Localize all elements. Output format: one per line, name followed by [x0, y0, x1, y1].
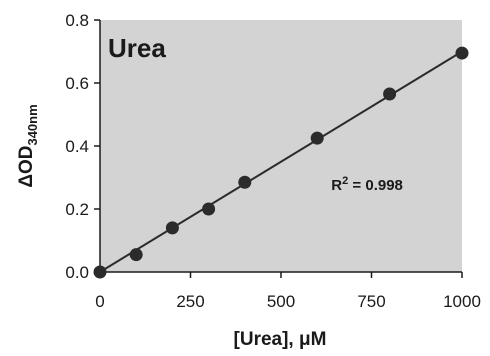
data-point — [129, 248, 143, 262]
y-tick-label: 0.2 — [65, 200, 89, 219]
chart-title: Urea — [108, 33, 166, 63]
data-point — [383, 87, 397, 101]
regression-line — [99, 50, 463, 273]
x-tick-label: 500 — [267, 292, 295, 311]
data-point — [310, 131, 324, 145]
data-point — [455, 46, 469, 60]
y-axis-title-main: ΔOD — [16, 146, 37, 188]
y-axis-title: ΔOD340nm — [16, 104, 40, 187]
r-squared-value: = 0.998 — [348, 177, 403, 194]
data-point — [202, 202, 216, 216]
r-squared-base: R — [331, 177, 342, 194]
y-tick-label: 0.0 — [65, 263, 89, 282]
y-tick-label: 0.6 — [65, 74, 89, 93]
x-tick-label: 1000 — [443, 292, 481, 311]
y-tick-label: 0.8 — [65, 11, 89, 30]
data-point — [165, 221, 179, 235]
tick-group: 0 250 500 750 1000 0.0 0.2 0.4 0.6 0.8 — [65, 11, 481, 311]
data-points — [93, 46, 469, 279]
y-tick-label: 0.4 — [65, 137, 89, 156]
x-tick-label: 0 — [95, 292, 104, 311]
x-tick-label: 250 — [176, 292, 204, 311]
data-point — [93, 265, 107, 279]
data-point — [238, 175, 252, 189]
x-tick-label: 750 — [357, 292, 385, 311]
plot-area — [100, 20, 462, 272]
r-squared-exponent: 2 — [342, 175, 348, 187]
y-axis-title-subscript: 340nm — [25, 104, 40, 145]
x-axis-title: [Urea], μM — [234, 329, 327, 350]
r-squared-annotation: R2 = 0.998 — [331, 175, 403, 194]
